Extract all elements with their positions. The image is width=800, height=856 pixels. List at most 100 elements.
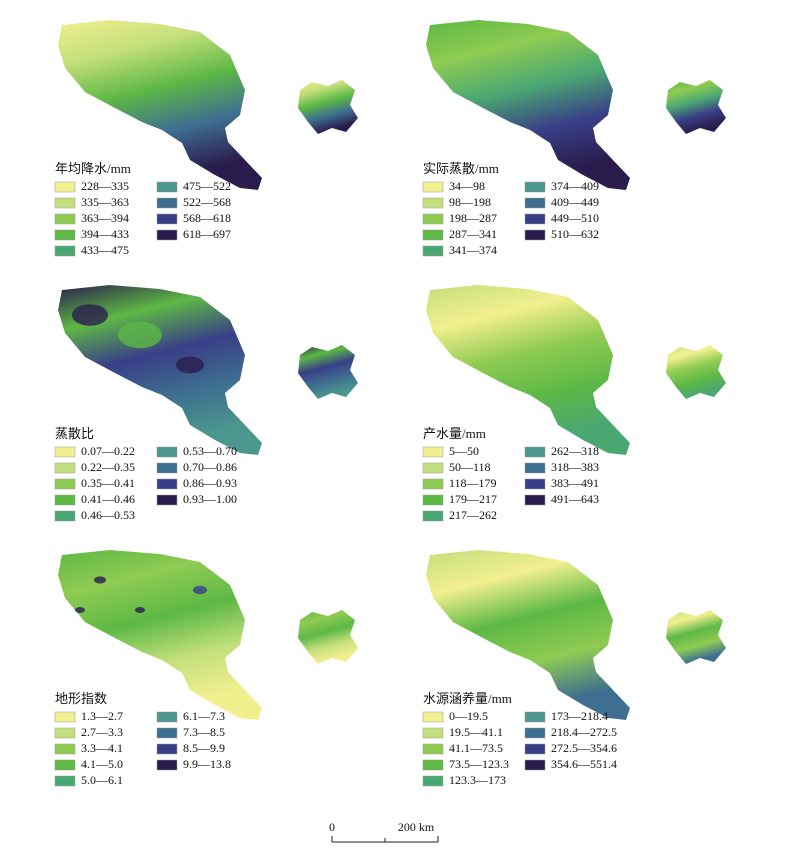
map-patch xyxy=(75,607,85,613)
legend-label: 0.35—0.41 xyxy=(81,476,135,490)
legend-swatch xyxy=(156,446,178,458)
legend-swatch xyxy=(54,510,76,522)
legend-label: 218.4—272.5 xyxy=(551,725,617,739)
legend-label: 341—374 xyxy=(449,243,497,257)
legend-swatch xyxy=(156,478,178,490)
map-patch xyxy=(193,585,207,595)
legend-swatch xyxy=(54,743,76,755)
region-map xyxy=(426,550,630,720)
legend-label: 0.70—0.86 xyxy=(183,460,237,474)
legend-swatch xyxy=(524,213,546,225)
legend-label: 0.53—0.70 xyxy=(183,444,237,458)
legend-swatch xyxy=(156,711,178,723)
legend-label: 287—341 xyxy=(449,227,497,241)
legend-label: 3.3—4.1 xyxy=(81,741,123,755)
legend-label: 409—449 xyxy=(551,195,599,209)
legend-title: 蒸散比 xyxy=(55,426,94,441)
legend-label: 50—118 xyxy=(449,460,491,474)
legend-label: 118—179 xyxy=(449,476,497,490)
legend-label: 374—409 xyxy=(551,179,599,193)
legend-swatch xyxy=(422,727,444,739)
legend-label: 9.9—13.8 xyxy=(183,757,231,771)
legend-swatch xyxy=(54,711,76,723)
legend-swatch xyxy=(524,494,546,506)
legend-title: 地形指数 xyxy=(55,691,107,706)
legend-label: 0.22—0.35 xyxy=(81,460,135,474)
island-map xyxy=(666,610,726,664)
legend-label: 0.41—0.46 xyxy=(81,492,135,506)
map-patch xyxy=(72,304,108,326)
legend-swatch xyxy=(54,494,76,506)
legend-label: 491—643 xyxy=(551,492,599,506)
legend-swatch xyxy=(156,743,178,755)
legend-label: 41.1—73.5 xyxy=(449,741,503,755)
legend-label: 0.93—1.00 xyxy=(183,492,237,506)
legend-swatch xyxy=(54,478,76,490)
island-map xyxy=(666,80,726,134)
island-map xyxy=(298,345,358,399)
legend-label: 383—491 xyxy=(551,476,599,490)
legend-label: 363—394 xyxy=(81,211,129,225)
legend-label: 4.1—5.0 xyxy=(81,757,123,771)
legend-swatch xyxy=(422,743,444,755)
legend-swatch xyxy=(422,462,444,474)
legend-label: 475—522 xyxy=(183,179,231,193)
legend-swatch xyxy=(524,181,546,193)
legend-swatch xyxy=(524,478,546,490)
legend-swatch xyxy=(422,229,444,241)
legend-label: 522—568 xyxy=(183,195,231,209)
legend-swatch xyxy=(54,462,76,474)
map-patch xyxy=(94,576,106,584)
legend-swatch xyxy=(54,213,76,225)
legend-swatch xyxy=(54,181,76,193)
map-patch xyxy=(135,607,145,613)
legend-label: 394—433 xyxy=(81,227,129,241)
region-map xyxy=(426,20,630,190)
legend-label: 1.3—2.7 xyxy=(81,709,123,723)
legend-swatch xyxy=(524,711,546,723)
legend-label: 73.5—123.3 xyxy=(449,757,509,771)
legend-swatch xyxy=(422,775,444,787)
legend-swatch xyxy=(54,727,76,739)
legend-label: 510—632 xyxy=(551,227,599,241)
legend-swatch xyxy=(422,213,444,225)
legend-swatch xyxy=(422,510,444,522)
legend-label: 19.5—41.1 xyxy=(449,725,503,739)
legend-swatch xyxy=(54,229,76,241)
legend-label: 8.5—9.9 xyxy=(183,741,225,755)
legend-label: 198—287 xyxy=(449,211,497,225)
panel: 实际蒸散/mm 34—98 98—198 198—287 287—341 341—374 3… xyxy=(422,20,726,257)
legend-label: 318—383 xyxy=(551,460,599,474)
legend-swatch xyxy=(156,759,178,771)
map-patch xyxy=(176,356,204,374)
legend-label: 262—318 xyxy=(551,444,599,458)
legend-label: 179—217 xyxy=(449,492,497,506)
legend-label: 217—262 xyxy=(449,508,497,522)
legend-label: 123.3—173 xyxy=(449,773,506,787)
legend-swatch xyxy=(422,711,444,723)
legend-swatch xyxy=(156,181,178,193)
legend-title: 实际蒸散/mm xyxy=(423,161,499,176)
legend-swatch xyxy=(524,197,546,209)
legend-swatch xyxy=(54,446,76,458)
legend-title: 水源涵养量/mm xyxy=(423,691,512,706)
legend-label: 0.46—0.53 xyxy=(81,508,135,522)
legend-title: 年均降水/mm xyxy=(55,161,131,176)
region-map xyxy=(426,285,630,455)
legend-label: 0—19.5 xyxy=(449,709,488,723)
legend-swatch xyxy=(524,743,546,755)
legend-swatch xyxy=(422,245,444,257)
legend-swatch xyxy=(524,462,546,474)
panel: 水源涵养量/mm 0—19.5 19.5—41.1 41.1—73.5 73.5—123… xyxy=(422,550,726,787)
legend-swatch xyxy=(54,245,76,257)
legend-label: 34—98 xyxy=(449,179,485,193)
panel: 蒸散比 0.07—0.22 0.22—0.35 0.35—0.41 0.41—0.46 0… xyxy=(54,285,358,522)
legend-swatch xyxy=(422,759,444,771)
panel: 年均降水/mm 228—335 335—363 363—394 394—433 433—4… xyxy=(54,20,358,257)
legend-label: 5—50 xyxy=(449,444,479,458)
legend-label: 0.86—0.93 xyxy=(183,476,237,490)
legend-label: 2.7—3.3 xyxy=(81,725,123,739)
legend-swatch xyxy=(54,197,76,209)
legend-title: 产水量/mm xyxy=(423,426,486,441)
legend-swatch xyxy=(156,727,178,739)
